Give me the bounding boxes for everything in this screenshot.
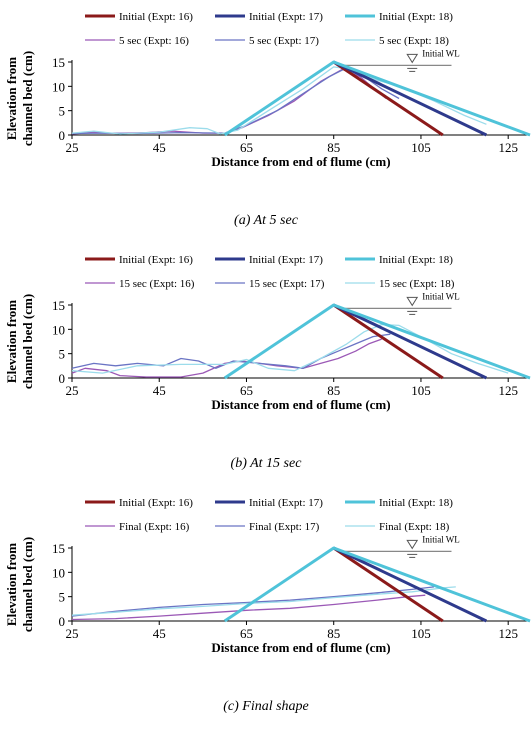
legend-label: Initial (Expt: 18) [379, 254, 453, 266]
x-tick-label: 85 [327, 626, 340, 641]
x-tick-label: 65 [240, 140, 253, 155]
legend-label: Initial (Expt: 16) [119, 497, 193, 509]
water-level-triangle-icon [406, 539, 419, 558]
x-tick-label: 105 [411, 140, 431, 155]
series-line [333, 546, 488, 623]
series-line [71, 586, 435, 617]
x-axis-label: Distance from end of flume (cm) [211, 154, 390, 169]
y-tick-label: 15 [52, 541, 65, 556]
y-tick-label: 15 [52, 298, 65, 313]
chart-panel-c: Initial (Expt: 16) Initial (Expt: 17) Init… [0, 486, 532, 729]
y-tick-label: 0 [59, 371, 66, 386]
chart-panel-b: Initial (Expt: 16) Initial (Expt: 17) Init… [0, 243, 532, 486]
x-tick-label: 45 [153, 626, 166, 641]
y-axis-label-line2: channel bed (cm) [20, 294, 35, 389]
x-tick-label: 105 [411, 626, 431, 641]
legend-label: Initial (Expt: 17) [249, 254, 323, 266]
x-tick-label: 45 [153, 383, 166, 398]
series-line [223, 546, 531, 623]
y-axis-label-line1: Elevation from [4, 57, 19, 140]
legend-label: 15 sec (Expt: 18) [379, 278, 455, 290]
series-line [332, 60, 444, 137]
x-tick-label: 125 [498, 383, 518, 398]
series-line [71, 333, 391, 369]
chart-b: Initial (Expt: 16) Initial (Expt: 17) Init… [4, 254, 531, 471]
x-tick-label: 65 [240, 626, 253, 641]
chart-title: (b) At 15 sec [231, 456, 303, 471]
y-tick-label: 10 [52, 322, 65, 337]
legend-label: 15 sec (Expt: 16) [119, 278, 195, 290]
series-line [71, 338, 382, 378]
series-line [71, 323, 509, 374]
y-tick-label: 0 [59, 614, 66, 629]
legend-label: Initial (Expt: 18) [379, 497, 453, 509]
x-tick-label: 125 [498, 140, 518, 155]
initial-wl-label: Initial WL [422, 534, 460, 544]
y-axis-label-line1: Elevation from [4, 543, 19, 626]
chart-panel-a: Initial (Expt: 16) Initial (Expt: 17) Init… [0, 0, 532, 243]
x-tick-label: 125 [498, 626, 518, 641]
initial-wl-label: Initial WL [422, 291, 460, 301]
x-tick-label: 65 [240, 383, 253, 398]
x-tick-label: 25 [66, 626, 79, 641]
y-tick-label: 10 [52, 565, 65, 580]
initial-wl-label: Initial WL [422, 48, 460, 58]
chart-a: Initial (Expt: 16) Initial (Expt: 17) Init… [4, 11, 531, 228]
legend-label: Initial (Expt: 16) [119, 254, 193, 266]
y-axis-label-line2: channel bed (cm) [20, 537, 35, 632]
y-tick-label: 0 [59, 128, 66, 143]
series-line [71, 594, 426, 621]
water-level-triangle-icon [406, 296, 419, 315]
x-tick-label: 25 [66, 383, 79, 398]
y-tick-label: 15 [52, 55, 65, 70]
legend-label: Initial (Expt: 17) [249, 497, 323, 509]
x-tick-label: 25 [66, 140, 79, 155]
legend-label: 5 sec (Expt: 18) [379, 35, 449, 47]
legend-label: 5 sec (Expt: 16) [119, 35, 189, 47]
series-line [333, 60, 488, 137]
series-line [333, 303, 488, 380]
x-axis-label: Distance from end of flume (cm) [211, 640, 390, 655]
series-line [71, 67, 400, 135]
y-tick-label: 5 [59, 347, 66, 362]
legend-label: Final (Expt: 16) [119, 521, 190, 533]
series-line [332, 303, 444, 380]
legend-label: Initial (Expt: 17) [249, 11, 323, 23]
x-tick-label: 85 [327, 383, 340, 398]
series-line [332, 546, 444, 623]
water-level-triangle-icon [406, 53, 419, 72]
x-tick-label: 45 [153, 140, 166, 155]
series-line [223, 60, 531, 137]
y-axis-label-line2: channel bed (cm) [20, 51, 35, 146]
legend-label: 15 sec (Expt: 17) [249, 278, 325, 290]
legend-label: 5 sec (Expt: 17) [249, 35, 319, 47]
y-axis-label-line1: Elevation from [4, 300, 19, 383]
series-line [71, 68, 387, 135]
x-axis-label: Distance from end of flume (cm) [211, 397, 390, 412]
x-tick-label: 85 [327, 140, 340, 155]
legend-label: Final (Expt: 18) [379, 521, 450, 533]
legend-label: Initial (Expt: 18) [379, 11, 453, 23]
legend-label: Initial (Expt: 16) [119, 11, 193, 23]
y-tick-label: 5 [59, 590, 66, 605]
x-tick-label: 105 [411, 383, 431, 398]
legend-label: Final (Expt: 17) [249, 521, 320, 533]
series-line [223, 303, 531, 380]
chart-c: Initial (Expt: 16) Initial (Expt: 17) Init… [4, 497, 531, 714]
chart-title: (a) At 5 sec [234, 213, 299, 228]
y-tick-label: 5 [59, 104, 66, 119]
y-tick-label: 10 [52, 79, 65, 94]
chart-title: (c) Final shape [223, 699, 309, 714]
